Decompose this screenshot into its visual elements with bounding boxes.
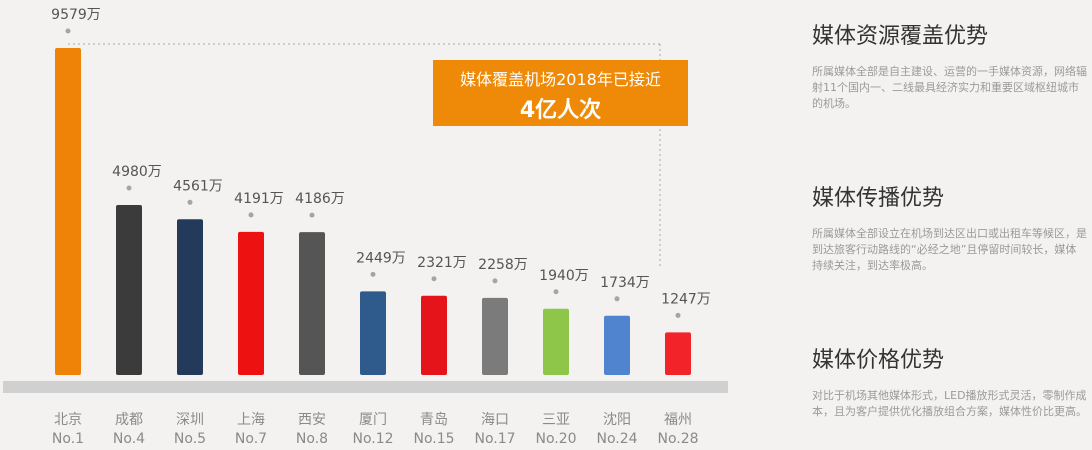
value-marker-dot <box>492 278 498 284</box>
advantage-text: 所属媒体全部设立在机场到达区出口或出租车等候区，是到达旅客行动路线的“必经之地”… <box>812 227 1087 272</box>
category-label: 福州 <box>664 412 692 428</box>
rank-label: No.24 <box>596 431 637 447</box>
category-label: 深圳 <box>176 412 204 428</box>
rank-label: No.7 <box>235 431 267 447</box>
category-label: 西安 <box>298 412 326 428</box>
category-label: 上海 <box>237 412 265 428</box>
value-label: 1734万 <box>600 275 650 291</box>
bar-8 <box>482 297 508 375</box>
value-marker-dot <box>675 312 681 318</box>
advantage-text: 所属媒体全部是自主建设、运营的一手媒体资源，网络辐射11个国内一、二线最具经济实… <box>812 65 1087 110</box>
value-label: 4980万 <box>112 164 162 180</box>
bar-9 <box>543 308 569 375</box>
bar-6 <box>360 291 386 375</box>
rank-label: No.5 <box>174 431 206 447</box>
bar-3 <box>177 219 203 375</box>
advantage-text: 对比于机场其他媒体形式，LED播放形式灵活，零制作成本，且为客户提供优化播放组合… <box>812 389 1087 418</box>
chart-baseline <box>3 381 728 393</box>
value-marker-dot <box>187 199 193 205</box>
rank-label: No.17 <box>474 431 515 447</box>
value-label: 4186万 <box>295 191 345 207</box>
advantage-title: 媒体价格优势 <box>812 348 945 373</box>
callout-line1: 媒体覆盖机场2018年已接近 <box>460 70 661 89</box>
category-label: 三亚 <box>542 412 570 428</box>
value-label: 2449万 <box>356 250 406 266</box>
bar-10 <box>604 315 630 375</box>
value-marker-dot <box>614 296 620 302</box>
value-label: 2258万 <box>478 257 528 273</box>
bar-7 <box>421 295 447 375</box>
value-marker-dot <box>309 212 315 218</box>
advantage-spread: 媒体传播优势 所属媒体全部设立在机场到达区出口或出租车等候区，是到达旅客行动路线… <box>812 180 1087 274</box>
value-marker-dot <box>248 212 254 218</box>
value-marker-dot <box>431 276 437 282</box>
rank-label: No.8 <box>296 431 328 447</box>
advantage-coverage: 媒体资源覆盖优势 所属媒体全部是自主建设、运营的一手媒体资源，网络辐射11个国内… <box>812 18 1087 112</box>
value-marker-dot <box>370 271 376 277</box>
value-label: 2321万 <box>417 255 467 271</box>
advantage-title: 媒体资源覆盖优势 <box>812 24 989 49</box>
rank-label: No.28 <box>657 431 698 447</box>
value-label: 9579万 <box>51 7 101 23</box>
category-label: 沈阳 <box>603 412 631 428</box>
rank-label: No.12 <box>352 431 393 447</box>
category-label: 青岛 <box>420 412 448 428</box>
category-label: 海口 <box>481 412 509 428</box>
value-marker-dot <box>126 185 132 191</box>
bar-1 <box>55 48 81 375</box>
advantage-price: 媒体价格优势 对比于机场其他媒体形式，LED播放形式灵活，零制作成本，且为客户提… <box>812 342 1087 420</box>
value-label: 1940万 <box>539 268 589 284</box>
rank-label: No.15 <box>413 431 454 447</box>
value-marker-dot <box>65 28 71 34</box>
value-marker-dot <box>553 289 559 295</box>
bar-4 <box>238 231 264 375</box>
value-label: 4191万 <box>234 191 284 207</box>
advantage-title: 媒体传播优势 <box>812 186 945 211</box>
category-label: 北京 <box>54 412 82 428</box>
rank-label: No.1 <box>52 431 84 447</box>
bar-2 <box>116 204 142 375</box>
value-label: 4561万 <box>173 178 223 194</box>
value-label: 1247万 <box>661 291 711 307</box>
category-label: 成都 <box>115 412 143 428</box>
bar-11 <box>665 332 691 375</box>
rank-label: No.20 <box>535 431 576 447</box>
category-label: 厦门 <box>359 412 387 428</box>
callout-box: 媒体覆盖机场2018年已接近 4亿人次 <box>433 60 688 126</box>
bar-5 <box>299 232 325 375</box>
rank-label: No.4 <box>113 431 145 447</box>
callout-line2: 4亿人次 <box>519 98 602 123</box>
